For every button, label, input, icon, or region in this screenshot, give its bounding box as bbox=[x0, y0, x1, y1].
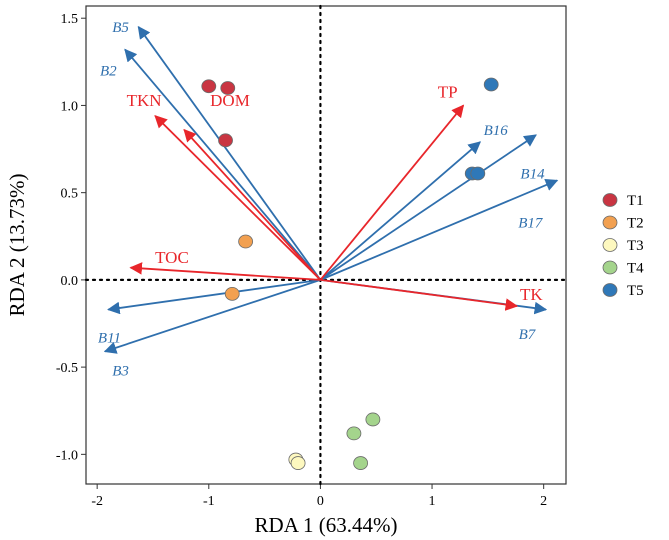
species-label-b5: B5 bbox=[112, 20, 129, 36]
env-arrow-dom bbox=[183, 128, 322, 281]
legend-swatch-t4 bbox=[602, 260, 618, 275]
species-label-b7: B7 bbox=[519, 327, 537, 343]
point-t2 bbox=[238, 234, 254, 249]
legend-label-t4: T4 bbox=[627, 261, 644, 277]
env-arrow-toc bbox=[129, 262, 321, 281]
vector-labels: B5 B2 B11 B3 B16 B14 B17 B7 TKN DOM TOC TP TK bbox=[98, 20, 545, 380]
point-t4 bbox=[353, 456, 369, 470]
x-axis-title: RDA 1 (63.44%) bbox=[255, 513, 398, 537]
y-tick-label: -0.5 bbox=[56, 361, 78, 376]
x-tick-label: 1 bbox=[429, 494, 436, 509]
x-axis: -2 -1 0 1 2 bbox=[91, 484, 547, 509]
species-label-b3: B3 bbox=[112, 364, 129, 380]
point-t1 bbox=[201, 79, 217, 94]
legend-label-t2: T2 bbox=[627, 216, 644, 232]
y-axis-title: RDA 2 (13.73%) bbox=[5, 174, 29, 317]
species-arrow-b11 bbox=[107, 278, 321, 315]
legend-swatch-t1 bbox=[602, 193, 618, 207]
y-tick-label: 1.5 bbox=[61, 12, 79, 27]
env-arrow-tkn bbox=[154, 115, 322, 281]
point-t5 bbox=[483, 77, 499, 92]
point-t1 bbox=[220, 81, 236, 95]
species-arrow-b3 bbox=[103, 279, 321, 354]
species-label-b16: B16 bbox=[484, 123, 509, 139]
species-label-b17: B17 bbox=[518, 215, 544, 231]
point-t4 bbox=[365, 412, 381, 427]
y-tick-label: 1.0 bbox=[61, 99, 79, 114]
env-label-toc: TOC bbox=[155, 248, 189, 267]
legend-swatch-t2 bbox=[602, 215, 618, 230]
point-t4 bbox=[346, 426, 362, 441]
species-arrow-b16 bbox=[319, 141, 482, 281]
env-label-tkn: TKN bbox=[127, 91, 162, 110]
legend-swatch-t3 bbox=[602, 238, 618, 252]
legend-label-t5: T5 bbox=[627, 283, 644, 299]
point-t1 bbox=[218, 133, 233, 148]
species-arrow-b14 bbox=[319, 134, 537, 281]
legend-label-t1: T1 bbox=[627, 193, 644, 209]
plot-panel bbox=[85, 5, 567, 485]
env-vectors bbox=[129, 104, 519, 311]
species-arrow-b5 bbox=[137, 25, 322, 281]
species-arrow-b2 bbox=[124, 48, 322, 281]
x-tick-label: 2 bbox=[540, 494, 547, 509]
sample-points bbox=[201, 77, 499, 470]
species-label-b11: B11 bbox=[98, 330, 121, 346]
y-tick-label: -1.0 bbox=[56, 448, 78, 463]
y-tick-label: 0.0 bbox=[61, 274, 79, 289]
x-tick-label: -1 bbox=[203, 494, 215, 509]
y-tick-label: 0.5 bbox=[61, 187, 79, 202]
point-t2 bbox=[224, 286, 240, 301]
x-tick-label: 0 bbox=[317, 494, 324, 509]
x-tick-label: -2 bbox=[91, 494, 103, 509]
y-axis: 1.5 1.0 0.5 0.0 -0.5 -1.0 bbox=[56, 12, 86, 463]
species-arrow-b17 bbox=[320, 179, 559, 281]
env-label-tp: TP bbox=[438, 82, 458, 101]
point-t3 bbox=[290, 456, 306, 470]
point-t5 bbox=[470, 166, 486, 181]
env-arrow-tp bbox=[319, 104, 465, 281]
species-label-b14: B14 bbox=[520, 166, 545, 182]
env-label-tk: TK bbox=[520, 285, 543, 304]
env-label-dom: DOM bbox=[210, 91, 250, 110]
species-label-b2: B2 bbox=[100, 64, 117, 80]
legend-swatch-t5 bbox=[602, 283, 618, 297]
legend-label-t3: T3 bbox=[627, 238, 644, 254]
env-arrow-tk bbox=[320, 278, 519, 311]
legend: T1 T2 T3 T4 T5 bbox=[602, 193, 644, 299]
